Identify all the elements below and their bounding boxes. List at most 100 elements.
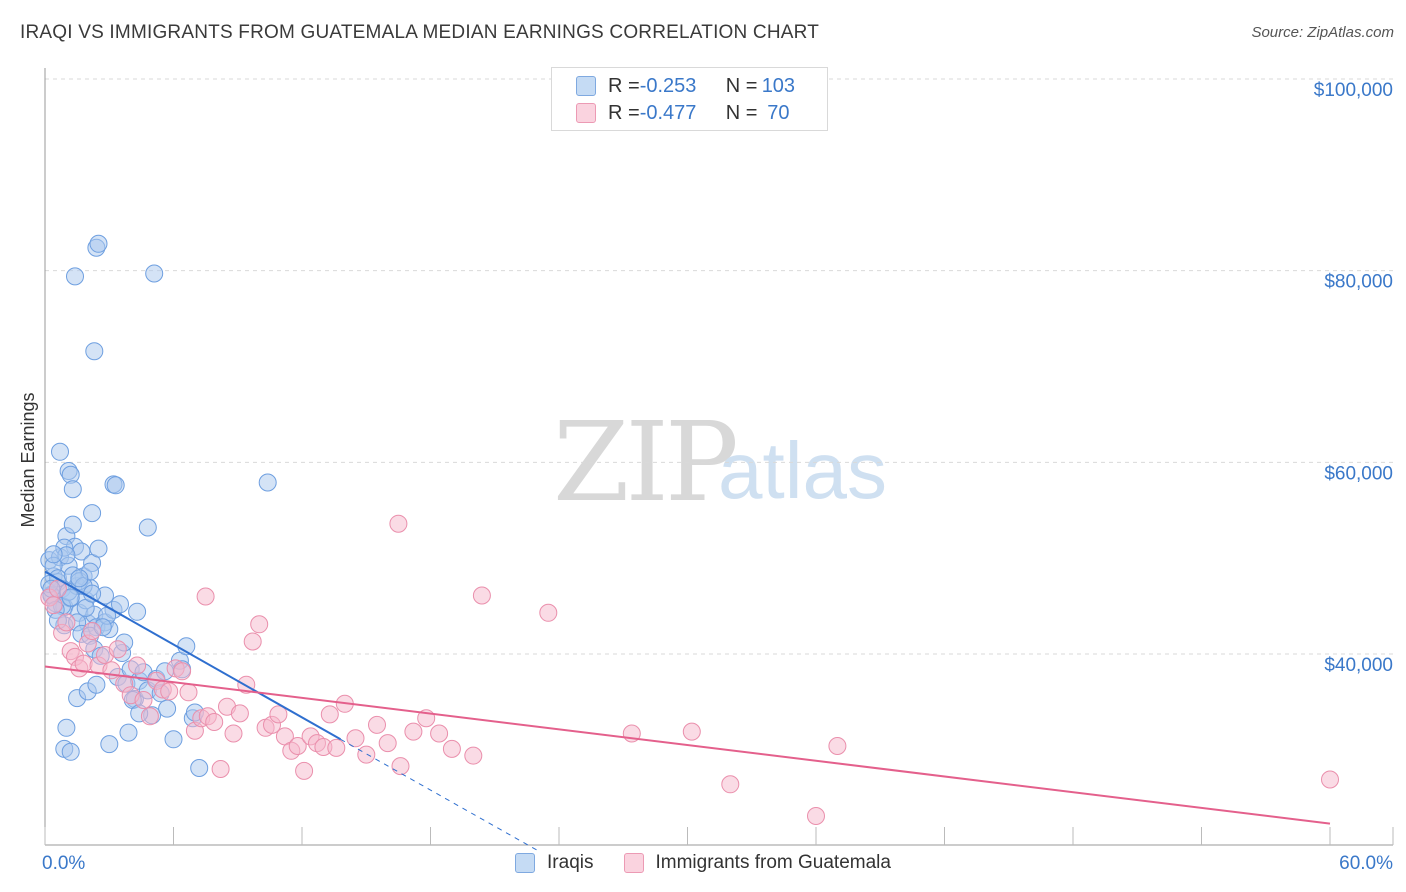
guatemala-point [196, 587, 215, 606]
guatemala-point [288, 737, 307, 755]
iraqis-trendline [44, 570, 342, 741]
legend-r-label: R = [608, 101, 640, 124]
y-tick-label: $100,000 [1314, 80, 1393, 101]
guatemala-point [682, 722, 701, 741]
chart-title: IRAQI VS IMMIGRANTS FROM GUATEMALA MEDIA… [20, 22, 820, 43]
guatemala-point [128, 656, 147, 675]
guatemala-point [721, 775, 740, 794]
iraqis-point [44, 545, 63, 564]
iraqis-point [145, 264, 164, 283]
legend-row-iraqis: R = -0.253 N = 103 [576, 74, 795, 98]
axes-layer [44, 68, 1394, 846]
legend-n-label: N = [725, 74, 758, 97]
correlation-legend: R = -0.253 N = 103 R = -0.477 N = 70 [551, 67, 828, 131]
iraqis-point [190, 759, 209, 777]
legend-row-guatemala: R = -0.477 N = 70 [576, 101, 790, 125]
guatemala-point [295, 761, 314, 780]
legend-swatch-iraqis [515, 853, 536, 873]
iraqis-trendline-extension [340, 738, 538, 851]
trend-layer [44, 570, 1331, 851]
iraqis-point [66, 267, 84, 286]
legend-label-guatemala: Immigrants from Guatemala [655, 852, 891, 873]
iraqis-point [87, 675, 106, 694]
guatemala-point [389, 514, 408, 533]
guatemala-point [320, 705, 339, 724]
iraqis-point [164, 730, 183, 749]
legend-swatch-iraqis [576, 76, 596, 96]
iraqis-point [85, 342, 104, 361]
guatemala-point [57, 613, 76, 632]
legend-swatch-guatemala [623, 853, 644, 873]
guatemala-point [539, 603, 558, 622]
iraqis-point [61, 742, 80, 761]
iraqis-point [83, 504, 102, 523]
iraqis-point [51, 442, 69, 461]
iraqis-point [128, 602, 147, 621]
iraqis-point [83, 584, 102, 603]
legend-n-label: N = [725, 101, 758, 124]
legend-label-iraqis: Iraqis [547, 852, 594, 873]
iraqis-point [61, 588, 80, 607]
guatemala-point [346, 729, 365, 748]
legend-r-value: -0.477 [639, 101, 697, 124]
y-tick-label: $40,000 [1324, 655, 1393, 676]
y-axis-title: Median Earnings [18, 392, 38, 527]
iraqis-point [89, 234, 108, 253]
guatemala-point [160, 682, 179, 701]
guatemala-point [211, 760, 230, 778]
iraqis-point [111, 595, 129, 614]
source-label: Source: ZipAtlas.com [1251, 24, 1394, 41]
watermark-atlas: atlas [718, 426, 887, 515]
guatemala-point [269, 705, 288, 724]
guatemala-point [391, 757, 410, 776]
guatemala-point [828, 737, 847, 755]
guatemala-point [224, 724, 243, 743]
y-tick-label: $60,000 [1324, 463, 1393, 484]
legend-n-value: 103 [761, 74, 796, 97]
labels-layer: $40,000 $60,000 $80,000 $100,000 0.0% 60.0% Me… [18, 80, 1393, 874]
iraqis-point [258, 473, 277, 492]
iraqis-point [119, 723, 138, 742]
guatemala-point [368, 715, 386, 734]
guatemala-point [134, 691, 153, 709]
iraqis-point [106, 476, 125, 495]
grid-layer [45, 78, 1393, 655]
guatemala-point [464, 746, 483, 765]
guatemala-point [404, 722, 423, 741]
x-tick-label: 60.0% [1339, 853, 1393, 874]
x-tick-label: 0.0% [42, 853, 85, 874]
guatemala-point [48, 579, 67, 598]
guatemala-point [243, 632, 262, 651]
legend-n-value: 70 [761, 101, 790, 124]
guatemala-point [807, 807, 825, 825]
legend-r-label: R = [608, 74, 640, 97]
legend-r-value: -0.253 [639, 74, 697, 97]
guatemala-point [378, 734, 397, 753]
iraqis-point [100, 735, 119, 754]
iraqis-point [57, 718, 76, 737]
guatemala-trendline [44, 665, 1331, 825]
y-tick-label: $80,000 [1324, 272, 1393, 293]
iraqis-point [158, 699, 177, 718]
guatemala-point [83, 622, 102, 640]
guatemala-point [173, 662, 192, 681]
guatemala-point [472, 586, 491, 605]
series-legend: Iraqis Immigrants from Guatemala [0, 852, 1406, 874]
iraqis-point [63, 480, 82, 499]
guatemala-point [327, 738, 346, 757]
guatemala-point [357, 745, 376, 764]
guatemala-point [442, 739, 461, 758]
guatemala-point [230, 704, 249, 723]
iraqis-point [70, 569, 89, 588]
guatemala-point [179, 683, 198, 702]
guatemala-point [108, 640, 127, 659]
legend-item-guatemala[interactable]: Immigrants from Guatemala [623, 852, 891, 874]
iraqis-point [63, 515, 82, 534]
guatemala-point [1321, 770, 1339, 789]
legend-item-iraqis[interactable]: Iraqis [515, 852, 594, 874]
points-layer [40, 234, 1339, 825]
guatemala-point [430, 724, 449, 743]
legend-swatch-guatemala [576, 103, 596, 123]
guatemala-point [205, 713, 224, 731]
